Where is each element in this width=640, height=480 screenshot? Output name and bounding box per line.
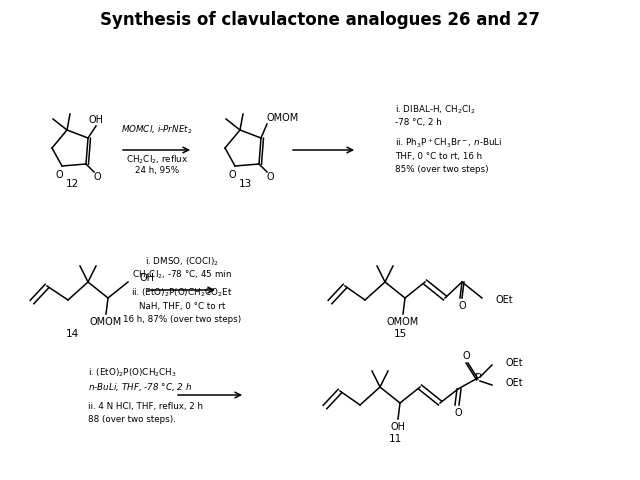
Text: OMOM: OMOM — [387, 317, 419, 327]
Text: P: P — [475, 373, 481, 383]
Text: 16 h, 87% (over two steps): 16 h, 87% (over two steps) — [123, 314, 241, 324]
Text: -78 °C, 2 h: -78 °C, 2 h — [395, 119, 442, 128]
Text: MOMCl, $i$-PrNEt$_2$: MOMCl, $i$-PrNEt$_2$ — [122, 124, 193, 136]
Text: 24 h, 95%: 24 h, 95% — [135, 167, 179, 176]
Text: O: O — [458, 301, 466, 311]
Text: CH$_2$Cl$_2$, -78 °C, 45 min: CH$_2$Cl$_2$, -78 °C, 45 min — [132, 269, 232, 281]
Text: NaH, THF, 0 °C to rt: NaH, THF, 0 °C to rt — [139, 301, 225, 311]
Text: O: O — [228, 170, 236, 180]
Text: 15: 15 — [394, 329, 406, 339]
Text: O: O — [55, 170, 63, 180]
Text: 85% (over two steps): 85% (over two steps) — [395, 165, 488, 173]
Text: i. DMSO, (COCl)$_2$: i. DMSO, (COCl)$_2$ — [145, 256, 219, 268]
Text: ii. 4 N HCl, THF, reflux, 2 h: ii. 4 N HCl, THF, reflux, 2 h — [88, 403, 203, 411]
Text: i. (EtO)$_2$P(O)CH$_2$CH$_3$: i. (EtO)$_2$P(O)CH$_2$CH$_3$ — [88, 367, 177, 379]
Text: 12: 12 — [65, 179, 79, 189]
Text: OEt: OEt — [506, 378, 524, 388]
Text: 11: 11 — [388, 434, 402, 444]
Text: $n$-BuLi, THF, -78 °C, 2 h: $n$-BuLi, THF, -78 °C, 2 h — [88, 381, 192, 393]
Text: OH: OH — [390, 422, 406, 432]
Text: OEt: OEt — [506, 358, 524, 368]
Text: ii. Ph$_3$P$^+$CH$_3$Br$^-$, $n$-BuLi: ii. Ph$_3$P$^+$CH$_3$Br$^-$, $n$-BuLi — [395, 136, 502, 150]
Text: CH$_2$Cl$_2$, reflux: CH$_2$Cl$_2$, reflux — [126, 154, 188, 166]
Text: OH: OH — [88, 115, 104, 125]
Text: OMOM: OMOM — [90, 317, 122, 327]
Text: THF, 0 °C to rt, 16 h: THF, 0 °C to rt, 16 h — [395, 152, 482, 160]
Text: OMOM: OMOM — [267, 113, 299, 123]
Text: O: O — [462, 351, 470, 361]
Text: O: O — [93, 172, 101, 182]
Text: Synthesis of clavulactone analogues 26 and 27: Synthesis of clavulactone analogues 26 a… — [100, 11, 540, 29]
Text: OH: OH — [140, 273, 155, 283]
Text: i. DIBAL-H, CH$_2$Cl$_2$: i. DIBAL-H, CH$_2$Cl$_2$ — [395, 104, 476, 116]
Text: 88 (over two steps).: 88 (over two steps). — [88, 416, 176, 424]
Text: O: O — [266, 172, 274, 182]
Text: 13: 13 — [238, 179, 252, 189]
Text: ii. (EtO)$_2$P(O)CH$_2$CO$_2$Et: ii. (EtO)$_2$P(O)CH$_2$CO$_2$Et — [131, 287, 232, 299]
Text: O: O — [454, 408, 462, 418]
Text: 14: 14 — [65, 329, 79, 339]
Text: OEt: OEt — [496, 295, 514, 305]
